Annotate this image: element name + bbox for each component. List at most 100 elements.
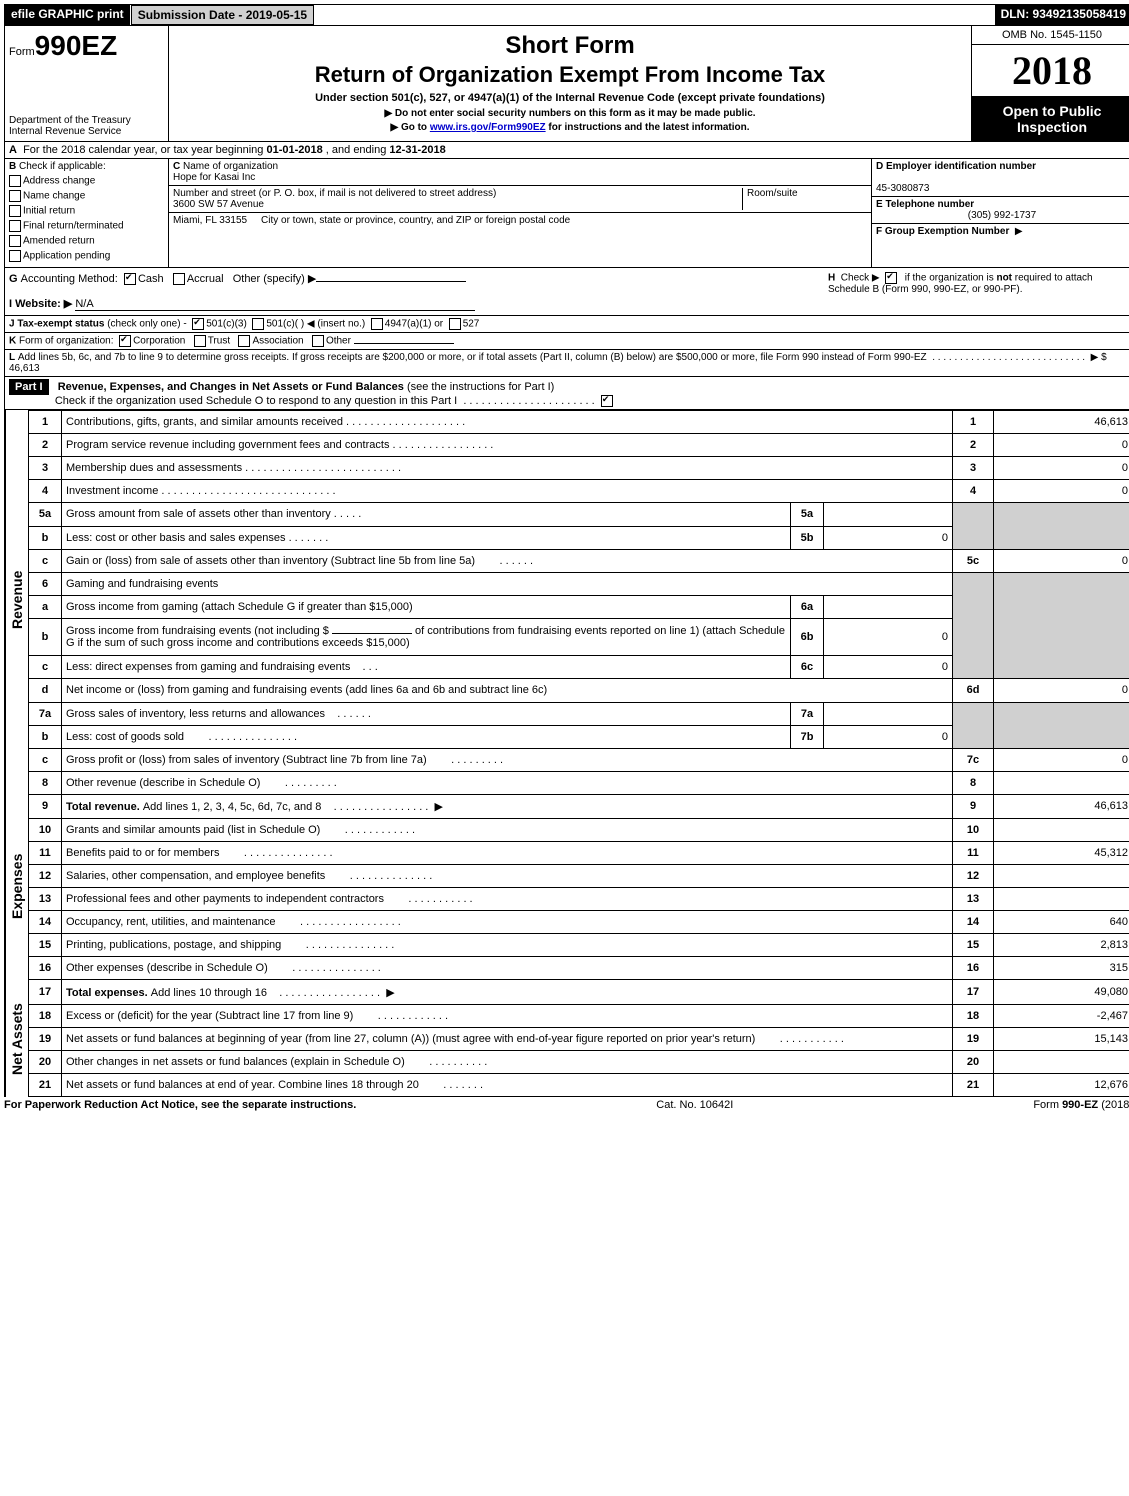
line-9-arrow: ▶ <box>434 801 442 813</box>
j-small: (check only one) - <box>107 319 186 330</box>
k-opt3: Association <box>252 336 303 347</box>
submission-date: Submission Date - 2019-05-15 <box>131 5 314 25</box>
dln-label: DLN: 93492135058419 <box>995 5 1129 25</box>
line-9-desc: Total revenue. <box>66 801 143 813</box>
line-5a-desc: Gross amount from sale of assets other t… <box>66 508 331 520</box>
line-15-desc: Printing, publications, postage, and shi… <box>66 939 281 951</box>
return-title: Return of Organization Exempt From Incom… <box>177 62 963 88</box>
cb-initial-return[interactable] <box>9 205 21 217</box>
side-labels: Revenue Expenses Net Assets <box>5 410 28 1097</box>
line-2-no: 2 <box>29 434 62 457</box>
g-other-input[interactable] <box>316 281 466 282</box>
cb-527[interactable] <box>449 318 461 330</box>
a-mid: , and ending <box>326 144 390 156</box>
cb-other[interactable] <box>312 335 324 347</box>
line-20-box: 20 <box>953 1050 994 1073</box>
line-9-no: 9 <box>29 794 62 818</box>
line-3-no: 3 <box>29 457 62 480</box>
k-opt1: Corporation <box>133 336 185 347</box>
line-3: 3 Membership dues and assessments . . . … <box>29 457 1129 480</box>
line-12-desc: Salaries, other compensation, and employ… <box>66 870 325 882</box>
line-13-box: 13 <box>953 888 994 911</box>
line-11-no: 11 <box>29 842 62 865</box>
line-3-box: 3 <box>953 457 994 480</box>
line-11-val: 45,312 <box>994 842 1129 865</box>
line-13-no: 13 <box>29 888 62 911</box>
cb-address-change[interactable] <box>9 175 21 187</box>
line-2: 2 Program service revenue including gove… <box>29 434 1129 457</box>
cb-accrual[interactable] <box>173 273 185 285</box>
label-h: H <box>828 273 835 284</box>
line-6d-val: 0 <box>994 679 1129 702</box>
line-12-box: 12 <box>953 865 994 888</box>
line-15-val: 2,813 <box>994 934 1129 957</box>
d-ein: D Employer identification number 45-3080… <box>872 159 1129 197</box>
cb-trust[interactable] <box>194 335 206 347</box>
d-ein-value: 45-3080873 <box>876 183 929 194</box>
lines-table: 1 Contributions, gifts, grants, and simi… <box>28 410 1129 1097</box>
cb-application-pending[interactable] <box>9 250 21 262</box>
line-20-desc: Other changes in net assets or fund bala… <box>66 1056 405 1068</box>
efile-print-button[interactable]: efile GRAPHIC print <box>5 5 131 25</box>
line-4-box: 4 <box>953 480 994 503</box>
line-7a-ibox: 7a <box>791 702 824 725</box>
line-5a-ival <box>824 503 953 526</box>
line-3-desc: Membership dues and assessments <box>66 462 242 474</box>
line-14-val: 640 <box>994 911 1129 934</box>
label-b: B <box>9 161 16 172</box>
header-center: Short Form Return of Organization Exempt… <box>169 26 971 141</box>
line-6c-no: c <box>29 656 62 679</box>
k-other-input[interactable] <box>354 343 454 344</box>
e-tel-value: (305) 992-1737 <box>876 210 1128 221</box>
line-18-no: 18 <box>29 1004 62 1027</box>
line-7ab-gray <box>953 702 994 748</box>
cb-4947[interactable] <box>371 318 383 330</box>
line-8-box: 8 <box>953 771 994 794</box>
section-a: A For the 2018 calendar year, or tax yea… <box>4 142 1129 159</box>
cb-cash-label: Cash <box>138 273 164 285</box>
line-1-box: 1 <box>953 411 994 434</box>
line-17-no: 17 <box>29 980 62 1004</box>
cb-501c[interactable] <box>252 318 264 330</box>
tax-year: 2018 <box>972 45 1129 97</box>
top-bar: efile GRAPHIC print Submission Date - 20… <box>4 4 1129 26</box>
line-1-desc: Contributions, gifts, grants, and simila… <box>66 416 343 428</box>
line-3-val: 0 <box>994 457 1129 480</box>
cb-association[interactable] <box>238 335 250 347</box>
form-990ez: 990EZ <box>35 30 118 61</box>
cb-schedule-b[interactable] <box>885 272 897 284</box>
line-7ab-gray-val <box>994 702 1129 748</box>
part-1-subtitle: (see the instructions for Part I) <box>407 381 554 393</box>
line-20-val <box>994 1050 1129 1073</box>
part-1-title: Revenue, Expenses, and Changes in Net As… <box>58 381 404 393</box>
line-2-val: 0 <box>994 434 1129 457</box>
cb-schedule-o[interactable] <box>601 395 613 407</box>
goto-link[interactable]: www.irs.gov/Form990EZ <box>430 122 546 133</box>
line-6b-no: b <box>29 618 62 656</box>
line-6d-no: d <box>29 679 62 702</box>
addr-label: Number and street (or P. O. box, if mail… <box>173 188 496 199</box>
goto-instructions: ▶ Go to www.irs.gov/Form990EZ for instru… <box>177 122 963 133</box>
cb-final-return[interactable] <box>9 220 21 232</box>
cb-501c3[interactable] <box>192 318 204 330</box>
line-14-no: 14 <box>29 911 62 934</box>
line-5b-no: b <box>29 526 62 549</box>
cb-amended-return[interactable] <box>9 235 21 247</box>
section-j: J Tax-exempt status (check only one) - 5… <box>4 316 1129 333</box>
line-7c-box: 7c <box>953 748 994 771</box>
cb-cash[interactable] <box>124 273 136 285</box>
section-g-h: G Accounting Method: Cash Accrual Other … <box>4 268 1129 316</box>
line-17-box: 17 <box>953 980 994 1004</box>
line-7c-desc: Gross profit or (loss) from sales of inv… <box>66 754 427 766</box>
k-opt2: Trust <box>208 336 230 347</box>
form-number: Form990EZ <box>9 30 164 62</box>
side-net-assets: Net Assets <box>5 982 28 1097</box>
section-d-e-f: D Employer identification number 45-3080… <box>871 159 1129 267</box>
cb-name-change[interactable] <box>9 190 21 202</box>
cb-corporation[interactable] <box>119 335 131 347</box>
line-6-no: 6 <box>29 572 62 595</box>
line-7a-ival <box>824 702 953 725</box>
line-10-val <box>994 819 1129 842</box>
line-6b-input[interactable] <box>332 633 412 634</box>
cb-final-return-label: Final return/terminated <box>23 221 124 232</box>
